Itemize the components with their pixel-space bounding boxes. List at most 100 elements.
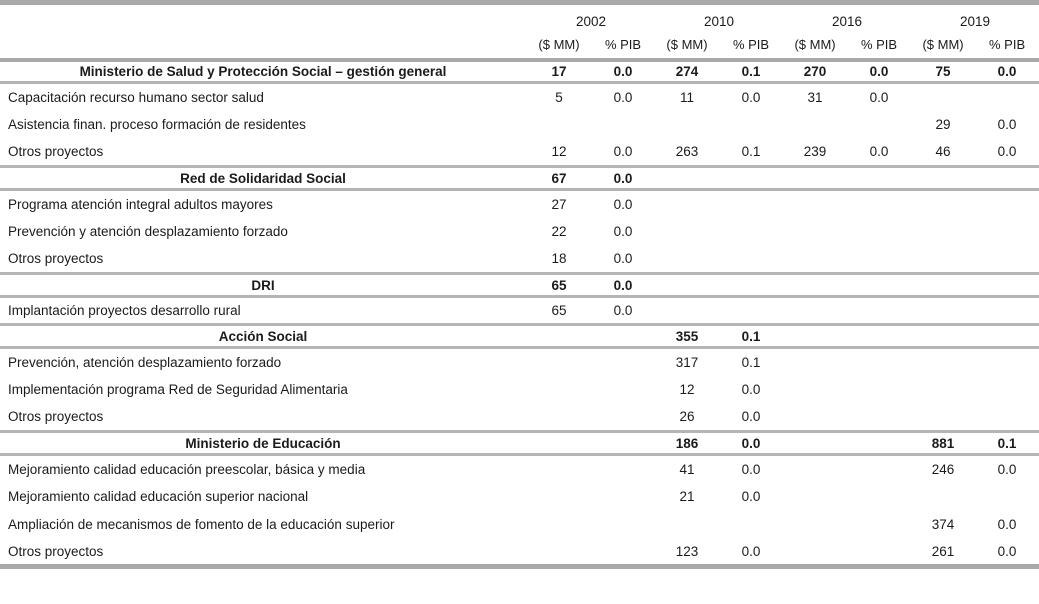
amount-cell [783, 218, 847, 246]
amount-cell [527, 404, 591, 432]
pib-column-header: % PIB [860, 37, 898, 52]
pib-cell [719, 274, 783, 297]
pib-cell [847, 246, 911, 274]
amount-cell: 5 [555, 89, 563, 105]
amount-cell: 246 [931, 461, 955, 477]
row-label: Otros proyectos [8, 409, 104, 425]
pib-cell [847, 348, 911, 376]
table-row: Implementación programa Red de Seguridad… [0, 376, 1039, 404]
row-label: Implantación proyectos desarrollo rural [8, 303, 241, 318]
table-row: Asistencia finan. proceso formación de r… [0, 111, 1039, 139]
pib-cell: 0.0 [997, 461, 1017, 477]
pib-cell: 0.0 [613, 303, 633, 318]
row-label: Prevención y atención desplazamiento for… [8, 224, 288, 239]
pib-cell: 0.0 [613, 89, 633, 105]
amount-cell [655, 297, 719, 325]
row-label: Prevención, atención desplazamiento forz… [8, 354, 282, 370]
pib-cell [975, 483, 1039, 511]
pib-cell [975, 348, 1039, 376]
pib-cell [847, 274, 911, 297]
pib-cell [975, 297, 1039, 325]
budget-table: 2002 2010 2016 2019 ($ MM) % PIB ($ MM) … [0, 0, 1039, 569]
pib-cell [719, 297, 783, 325]
amount-cell [527, 325, 591, 348]
subheader-row: ($ MM) % PIB ($ MM) % PIB ($ MM) % PIB (… [0, 35, 1039, 60]
amount-cell: 41 [679, 461, 695, 477]
amount-cell [527, 511, 591, 539]
pib-cell: 0.0 [613, 196, 633, 212]
pib-cell: 0.0 [741, 461, 761, 477]
pib-cell [591, 539, 655, 567]
pib-cell [847, 111, 911, 139]
section-header-row: Red de Solidaridad Social 67 0.0 [0, 166, 1039, 190]
amount-cell [911, 376, 975, 404]
pib-cell [975, 404, 1039, 432]
section-label: Red de Solidaridad Social [180, 170, 346, 186]
section-header-row: DRI 65 0.0 [0, 273, 1039, 297]
pib-cell [847, 190, 911, 218]
pib-cell [847, 376, 911, 404]
amount-cell [655, 111, 719, 139]
amount-cell: 374 [931, 517, 955, 532]
amount-column-header: ($ MM) [666, 37, 708, 52]
table-row: Implantación proyectos desarrollo rural 6… [0, 297, 1039, 325]
amount-cell: 17 [551, 63, 567, 79]
pib-cell: 0.0 [613, 224, 633, 239]
amount-cell [783, 404, 847, 432]
pib-cell: 0.0 [741, 489, 761, 504]
amount-cell: 261 [931, 543, 955, 559]
pib-cell: 0.1 [741, 328, 761, 344]
pib-cell [847, 404, 911, 432]
amount-cell [783, 455, 847, 483]
amount-cell: 123 [675, 543, 699, 559]
amount-cell: 27 [551, 196, 567, 212]
amount-cell [527, 376, 591, 404]
pib-cell: 0.0 [741, 382, 761, 397]
pib-cell [591, 325, 655, 348]
pib-cell [847, 218, 911, 246]
amount-cell [655, 167, 719, 190]
amount-cell [527, 432, 591, 455]
section-label: Ministerio de Educación [185, 435, 341, 451]
section-label: Ministerio de Salud y Protección Social … [79, 63, 447, 79]
row-label: Otros proyectos [8, 144, 104, 160]
pib-cell: 0.0 [997, 63, 1017, 79]
amount-column-header: ($ MM) [922, 37, 964, 52]
pib-cell: 0.1 [741, 354, 761, 370]
pib-cell [591, 404, 655, 432]
amount-cell [783, 297, 847, 325]
row-label: Programa atención integral adultos mayor… [8, 196, 273, 212]
section-header-row: Acción Social 355 0.1 [0, 324, 1039, 348]
row-label: Capacitación recurso humano sector salud [8, 89, 264, 105]
pib-cell: 0.0 [613, 251, 633, 267]
pib-cell [847, 455, 911, 483]
amount-cell [783, 325, 847, 348]
row-label: Otros proyectos [8, 251, 104, 267]
pib-cell [975, 218, 1039, 246]
year-header-2016: 2016 [832, 13, 863, 29]
amount-cell [527, 111, 591, 139]
pib-cell [719, 167, 783, 190]
amount-cell [911, 274, 975, 297]
table-row: Otros proyectos 18 0.0 [0, 246, 1039, 274]
table-row: Otros proyectos 123 0.0 261 0.0 [0, 539, 1039, 567]
amount-cell [911, 483, 975, 511]
amount-cell [911, 297, 975, 325]
amount-cell: 317 [675, 354, 699, 370]
amount-cell: 881 [931, 435, 955, 451]
table-row: Otros proyectos 26 0.0 [0, 404, 1039, 432]
pib-cell [591, 455, 655, 483]
section-label: Acción Social [218, 328, 308, 344]
pib-cell [719, 511, 783, 539]
amount-cell [911, 348, 975, 376]
pib-cell: 0.0 [741, 89, 761, 105]
table-row: Ampliación de mecanismos de fomento de l… [0, 511, 1039, 539]
pib-cell [591, 376, 655, 404]
row-label: Asistencia finan. proceso formación de r… [8, 117, 306, 132]
amount-cell [911, 167, 975, 190]
amount-cell: 29 [935, 117, 951, 132]
table-row: Programa atención integral adultos mayor… [0, 190, 1039, 218]
pib-column-header: % PIB [732, 37, 770, 52]
amount-cell [655, 511, 719, 539]
amount-cell [527, 455, 591, 483]
